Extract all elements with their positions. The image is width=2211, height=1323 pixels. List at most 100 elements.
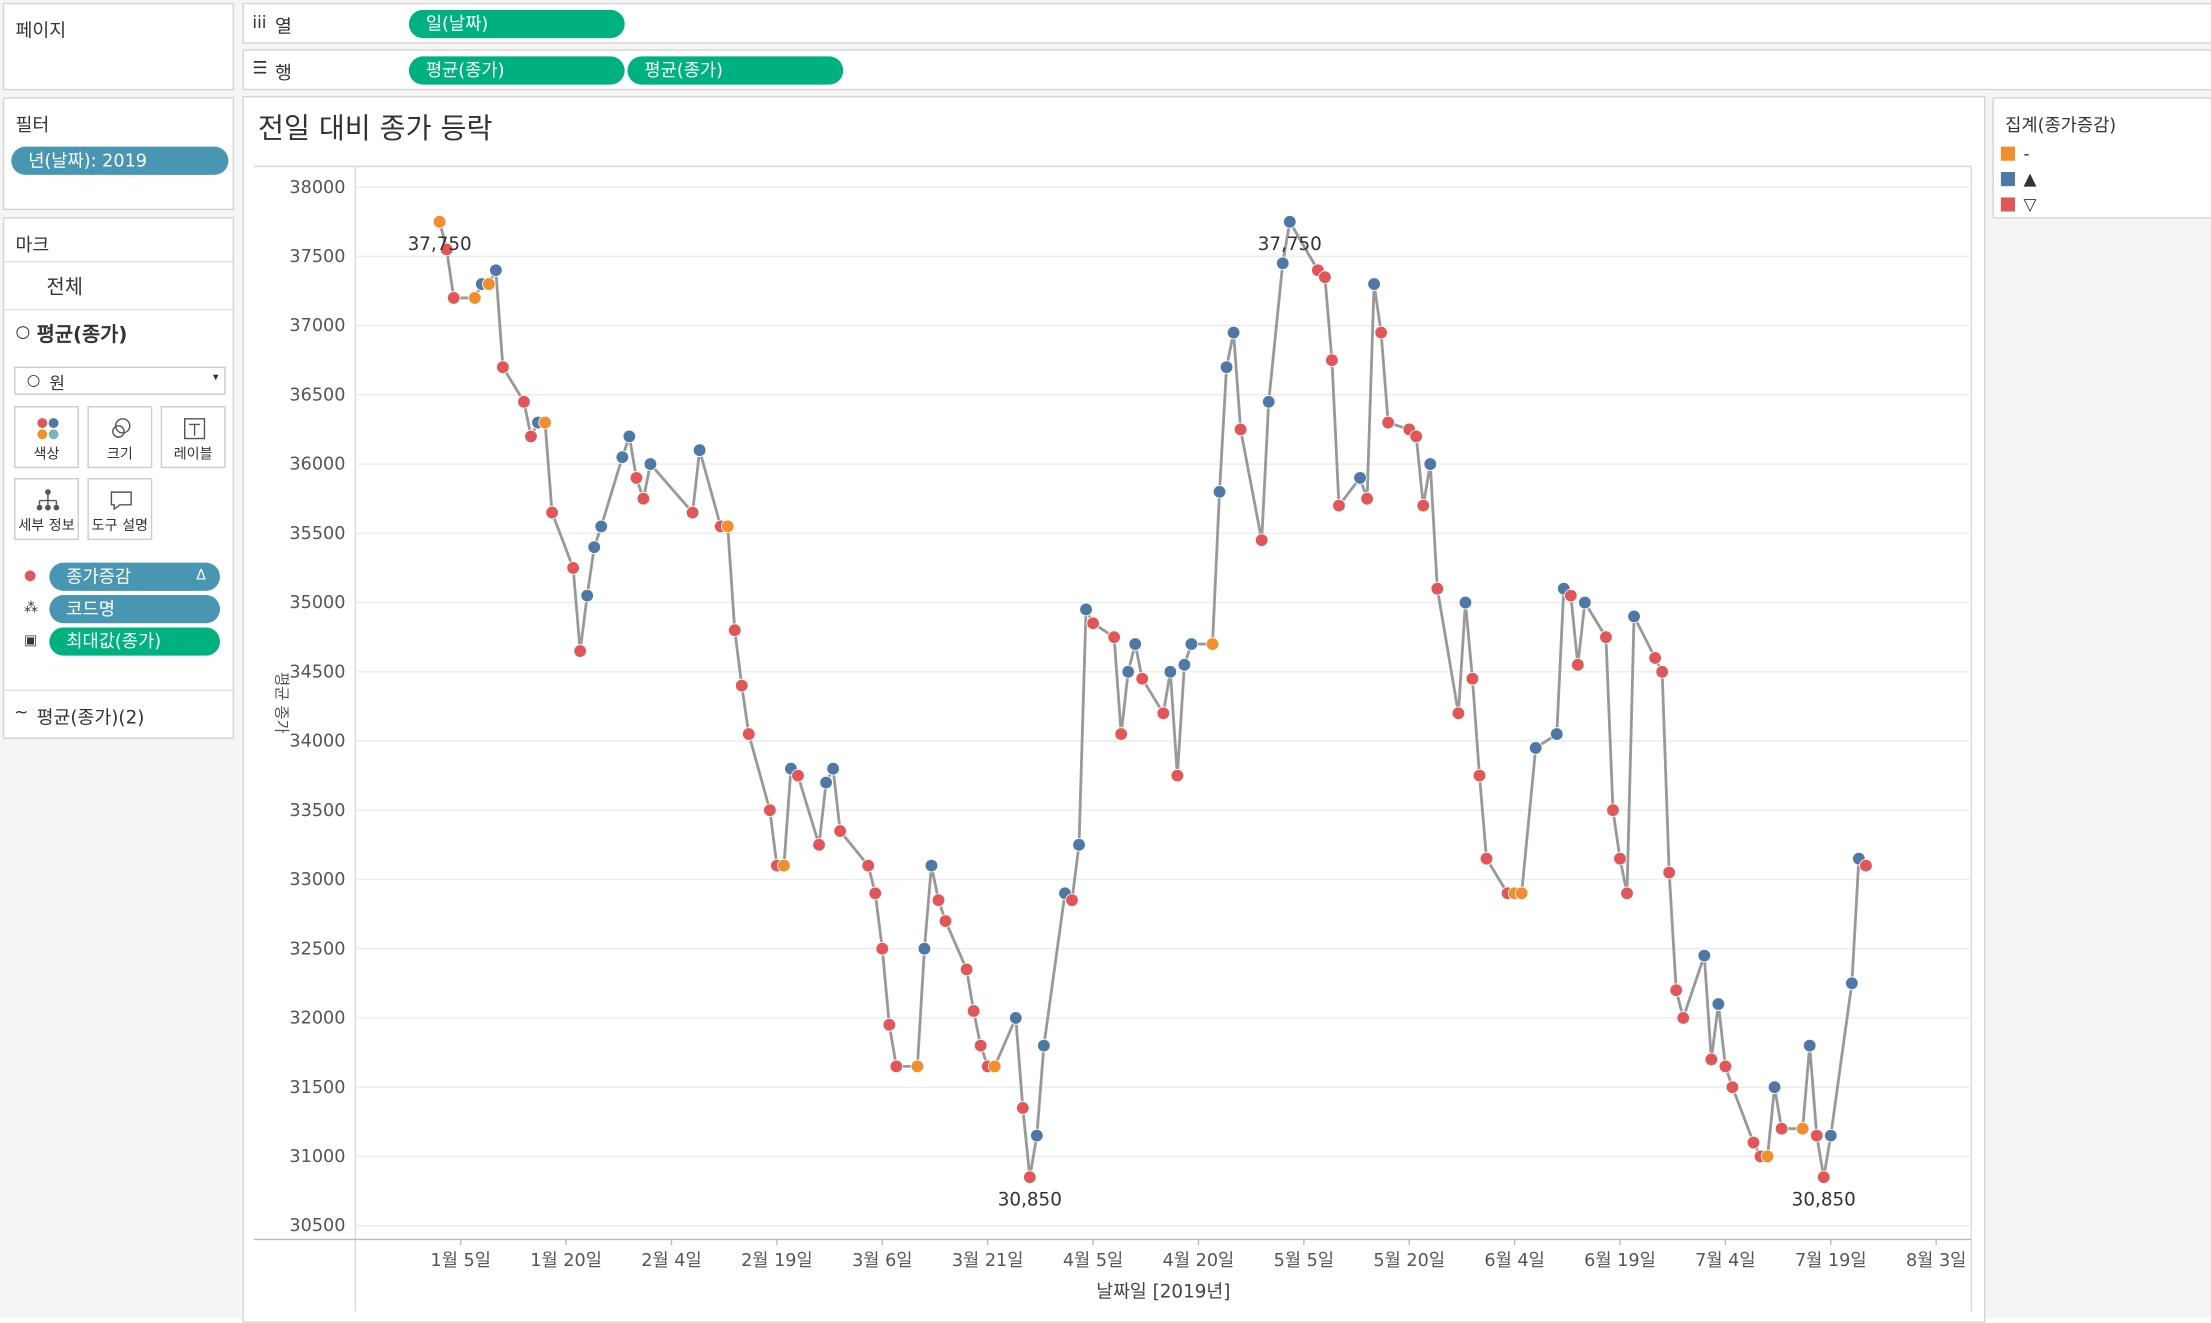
price-point xyxy=(1009,1011,1023,1025)
card-label: 도구 설명 xyxy=(91,518,149,535)
y-tick-label: 36500 xyxy=(289,385,345,405)
price-point xyxy=(468,291,482,305)
y-axis-title: 평균 종가 xyxy=(272,672,290,734)
row-pill[interactable]: 평균(종가) xyxy=(408,56,625,85)
price-point xyxy=(861,858,875,873)
row-pill[interactable]: 평균(종가) xyxy=(627,56,844,85)
y-tick-label: 33500 xyxy=(289,801,345,821)
price-point xyxy=(1760,1149,1775,1164)
marks-measure[interactable]: 평균(종가) xyxy=(36,324,128,347)
price-point xyxy=(1669,983,1683,997)
price-point xyxy=(966,1004,981,1018)
price-point xyxy=(1016,1101,1030,1115)
marks-pill[interactable]: 코드명 xyxy=(49,595,220,624)
price-point xyxy=(889,1059,904,1074)
card-label: 레이블 xyxy=(173,446,213,463)
x-tick-label: 2월 4일 xyxy=(641,1251,701,1271)
x-tick-label: 5월 5일 xyxy=(1274,1251,1334,1271)
price-point xyxy=(1704,1052,1719,1067)
price-point xyxy=(594,519,609,534)
label-card[interactable]: 레이블 xyxy=(160,406,226,469)
y-tick-label: 36000 xyxy=(289,455,345,475)
price-point xyxy=(1824,1128,1838,1143)
price-point xyxy=(496,360,510,374)
filters-title: 필터 xyxy=(15,115,50,137)
price-point xyxy=(1809,1128,1824,1143)
pages-shelf: 페이지 xyxy=(2,2,235,91)
marks-card: 마크 전체 ○ 평균(종가) ○ 원 ▾ 색상 크기 레이블 세부 정보 도구 … xyxy=(2,217,235,739)
price-point xyxy=(489,263,503,278)
price-point xyxy=(1367,277,1381,291)
price-point xyxy=(1479,851,1494,866)
x-tick-label: 5월 20일 xyxy=(1373,1251,1445,1271)
price-point xyxy=(1177,658,1192,672)
marks-second[interactable]: 평균(종가)(2) xyxy=(36,707,145,730)
rows-shelf: ☰ 행 평균(종가) 평균(종가) xyxy=(242,49,2211,91)
price-point xyxy=(924,858,939,873)
price-point xyxy=(1332,498,1346,513)
y-tick-label: 37000 xyxy=(289,316,345,336)
x-tick-label: 8월 3일 xyxy=(1906,1251,1966,1271)
price-point xyxy=(1283,215,1297,229)
price-point xyxy=(1767,1080,1782,1094)
marks-pill[interactable]: 최대값(종가) xyxy=(49,627,220,656)
price-point xyxy=(1655,665,1669,679)
price-point xyxy=(727,623,742,638)
price-point xyxy=(1620,886,1634,901)
price-point xyxy=(517,395,531,409)
columns-icon: iii xyxy=(252,12,267,33)
price-point xyxy=(1816,1170,1831,1184)
price-point xyxy=(1528,741,1543,755)
price-point xyxy=(1219,360,1234,374)
legend-label: - xyxy=(2023,143,2030,164)
marks-all[interactable]: 전체 xyxy=(46,276,83,299)
tooltip-card[interactable]: 도구 설명 xyxy=(87,478,153,541)
legend-swatch xyxy=(2000,172,2016,187)
filter-pill[interactable]: 년(날짜): 2019 xyxy=(11,146,229,175)
price-point xyxy=(566,561,580,575)
price-point xyxy=(1549,727,1564,741)
data-label: 37,750 xyxy=(1258,234,1322,255)
x-tick-label: 3월 6일 xyxy=(852,1251,912,1271)
y-tick-label: 31000 xyxy=(289,1147,345,1167)
column-pill[interactable]: 일(날짜) xyxy=(408,9,625,39)
price-point xyxy=(524,429,538,444)
worksheet: 전일 대비 종가 등락 30500 31000 31500 32000 32500 330… xyxy=(242,95,1986,1323)
price-point xyxy=(1472,768,1487,783)
label-icon: ▣ xyxy=(23,633,38,649)
price-point xyxy=(826,761,840,776)
price-point xyxy=(875,941,890,956)
price-point xyxy=(1212,485,1227,499)
marks-pill[interactable]: 종가증감 Δ xyxy=(49,562,220,591)
price-point xyxy=(1163,665,1178,679)
legend: 집계(종가증감) - ▲ ▽ xyxy=(1992,97,2211,219)
price-point xyxy=(432,215,447,229)
y-tick-label: 35500 xyxy=(289,524,345,544)
x-tick-label: 1월 5일 xyxy=(431,1251,491,1271)
price-point xyxy=(1430,581,1445,596)
price-point xyxy=(1226,325,1241,340)
price-point xyxy=(573,644,587,658)
price-point xyxy=(1627,609,1641,624)
price-point xyxy=(734,678,749,693)
circle-icon: ○ xyxy=(15,321,31,342)
price-point xyxy=(1065,893,1079,907)
price-point xyxy=(910,1059,925,1074)
y-tick-label: 32500 xyxy=(289,939,345,959)
y-tick-label: 30500 xyxy=(289,1216,345,1236)
price-point xyxy=(622,429,637,444)
chart-title: 전일 대비 종가 등락 xyxy=(258,112,492,145)
price-point xyxy=(938,914,953,928)
price-point xyxy=(1107,630,1121,644)
detail-card[interactable]: 세부 정보 xyxy=(14,478,79,541)
color-card[interactable]: 색상 xyxy=(14,406,79,469)
mark-type-dropdown[interactable]: ○ 원 ▾ xyxy=(14,366,226,395)
price-point xyxy=(1037,1038,1051,1053)
price-point xyxy=(742,727,756,741)
data-label: 37,750 xyxy=(408,234,472,255)
size-card[interactable]: 크기 xyxy=(87,406,153,469)
price-point xyxy=(1023,1170,1037,1184)
chart: 전일 대비 종가 등락 30500 31000 31500 32000 32500 330… xyxy=(253,112,1972,1312)
price-point xyxy=(1156,706,1171,721)
